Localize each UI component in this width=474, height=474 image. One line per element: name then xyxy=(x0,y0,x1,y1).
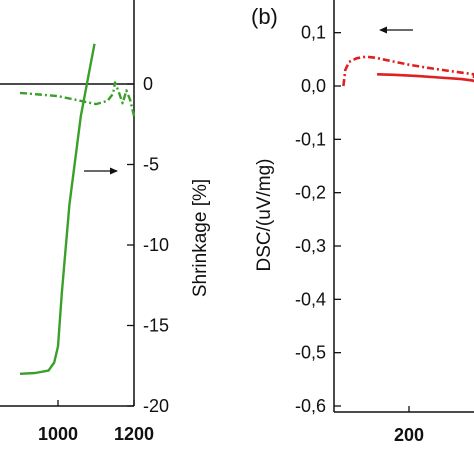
panel-b: 0,1 0,0 -0,1 -0,2 -0,3 -0,4 -0,5 -0,6 200 (b) D… xyxy=(251,0,474,445)
panel-a-right-arrow xyxy=(84,167,118,175)
panel-b-series-line-0 xyxy=(342,55,474,87)
panel-b-left-arrow xyxy=(379,26,413,34)
panel-a-series xyxy=(19,43,136,375)
panel-b-series xyxy=(342,55,474,87)
panel-b-x-ticks: 200 xyxy=(394,406,424,445)
panel-a-x-tick-label: 1000 xyxy=(38,424,78,444)
panel-b-y-tick-label: -0,5 xyxy=(295,343,326,363)
panel-b-y-tick-label: -0,2 xyxy=(295,183,326,203)
panel-b-y-tick-label: -0,4 xyxy=(295,289,326,309)
panel-b-series-line-1 xyxy=(377,73,474,83)
panel-b-y-tick-label: -0,3 xyxy=(295,236,326,256)
panel-a-y-right-label: Shrinkage [%] xyxy=(190,179,211,297)
panel-a-y-tick-label: -5 xyxy=(143,155,159,175)
panel-a-x-tick-label: 1200 xyxy=(114,424,154,444)
panel-a-y-tick-label: 0 xyxy=(143,74,153,94)
panel-b-y-tick-label: 0,1 xyxy=(301,23,326,43)
panel-b-x-tick-label: 200 xyxy=(394,425,424,445)
panel-a-y-tick-label: -10 xyxy=(143,235,169,255)
panel-b-label: (b) xyxy=(251,4,278,29)
panel-b-y-ticks: 0,1 0,0 -0,1 -0,2 -0,3 -0,4 -0,5 -0,6 xyxy=(295,23,341,416)
panel-a-x-ticks: 1000 1200 xyxy=(38,400,154,444)
panel-a-series-line-1 xyxy=(19,81,136,117)
panel-a-right-ticks: 0 -5 -10 -15 -20 xyxy=(127,74,169,416)
panel-a: 1000 1200 0 -5 -10 -15 -20 Shrinkage [%] xyxy=(0,0,211,444)
panel-a-y-tick-label: -20 xyxy=(143,396,169,416)
panel-b-y-tick-label: 0,0 xyxy=(301,76,326,96)
panel-a-series-line-0 xyxy=(19,43,96,375)
panel-b-y-label: DSC/(uV/mg) xyxy=(254,159,275,272)
panel-b-y-tick-label: -0,1 xyxy=(295,129,326,149)
panel-b-y-tick-label: -0,6 xyxy=(295,396,326,416)
panel-a-y-tick-label: -15 xyxy=(143,316,169,336)
